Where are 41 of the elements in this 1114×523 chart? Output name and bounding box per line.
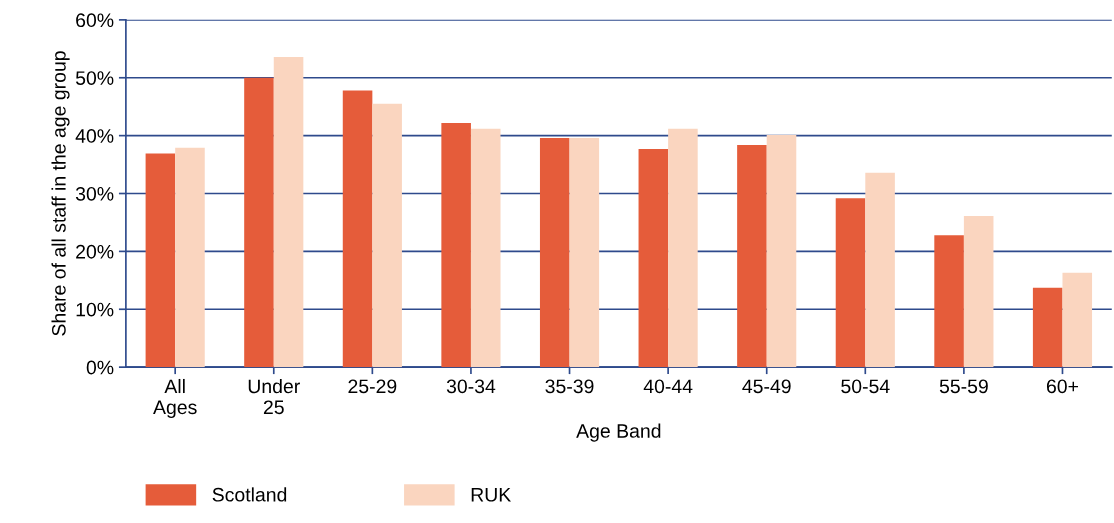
bar bbox=[175, 147, 205, 368]
x-tick-label: 25-29 bbox=[348, 379, 397, 394]
x-tick-label: 50-54 bbox=[841, 379, 890, 394]
bar bbox=[737, 144, 767, 368]
bar bbox=[934, 235, 964, 368]
bar bbox=[1062, 272, 1093, 368]
x-tick-label: 30-34 bbox=[446, 379, 496, 394]
legend-label: Scotland bbox=[212, 487, 287, 502]
bar bbox=[865, 172, 895, 368]
bar bbox=[372, 103, 402, 368]
x-tick-label: 35-39 bbox=[545, 379, 594, 394]
bar bbox=[470, 128, 501, 368]
x-tick-label: 40-44 bbox=[643, 379, 693, 394]
bar bbox=[638, 148, 669, 368]
x-tick-label: 55-59 bbox=[939, 379, 988, 394]
y-tick-label: 20% bbox=[76, 244, 114, 259]
bar bbox=[273, 56, 304, 368]
bar bbox=[441, 122, 471, 368]
bar bbox=[569, 137, 600, 368]
bar bbox=[835, 198, 866, 368]
x-axis-title: Age Band bbox=[576, 423, 661, 442]
bar bbox=[244, 77, 274, 368]
bar bbox=[766, 135, 797, 368]
x-tick-label: 45-49 bbox=[742, 379, 791, 394]
bar bbox=[342, 90, 373, 368]
bar bbox=[963, 216, 994, 368]
y-tick-label: 0% bbox=[86, 360, 114, 375]
y-axis-title: Share of all staff in the age group bbox=[51, 51, 70, 336]
x-tick-label: All Ages bbox=[153, 378, 197, 419]
x-tick-label: Under 25 bbox=[248, 378, 300, 415]
legend-label: RUK bbox=[471, 488, 511, 502]
y-tick-label: 60% bbox=[76, 13, 114, 28]
bar bbox=[1032, 287, 1063, 368]
y-tick-label: 30% bbox=[75, 186, 114, 201]
x-tick-label: 60+ bbox=[1046, 379, 1079, 394]
bar bbox=[668, 128, 698, 368]
y-tick-label: 40% bbox=[75, 129, 114, 143]
y-tick-label: 50% bbox=[75, 71, 114, 85]
bar bbox=[539, 137, 570, 368]
y-tick-label: 10% bbox=[76, 302, 114, 317]
bar bbox=[145, 153, 176, 368]
